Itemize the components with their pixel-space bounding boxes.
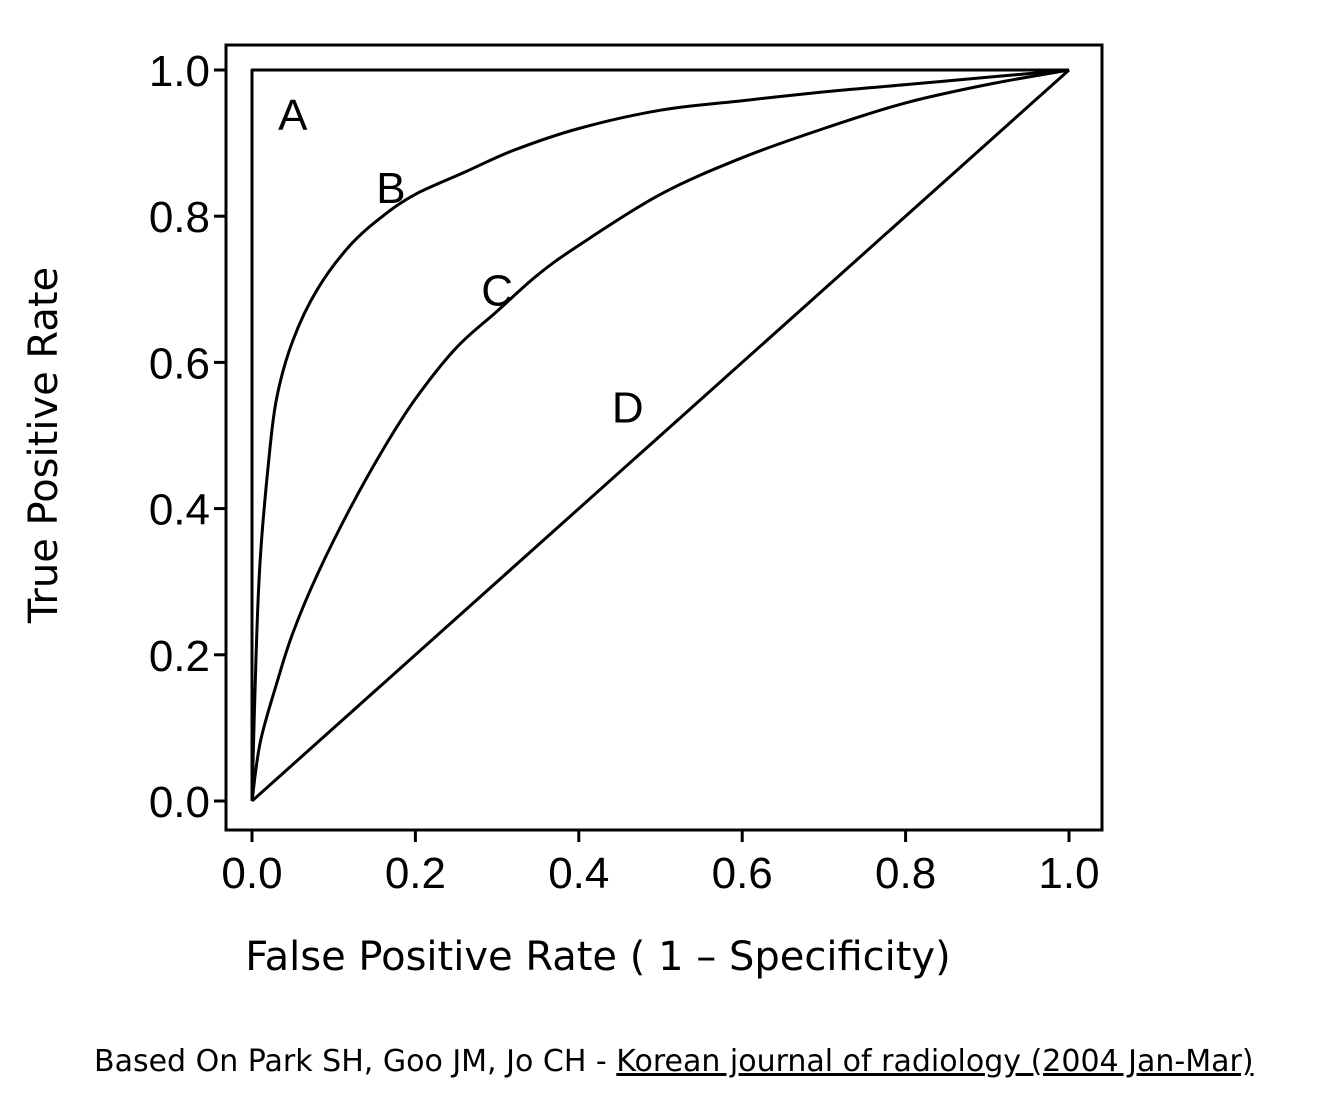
caption-prefix: Based On Park SH, Goo JM, Jo CH - (94, 1044, 617, 1079)
x-tick-label: 0.4 (548, 849, 609, 898)
y-axis-title: True Positive Rate (21, 267, 67, 624)
series-b-line (250, 68, 1070, 802)
curve-label-a: A (278, 91, 308, 140)
x-tick-label: 0.0 (221, 849, 282, 898)
curve-label-d: D (612, 383, 644, 432)
roc-chart: 0.0 0.2 0.4 0.6 0.8 1.0 0.0 0.2 0.4 0.6 0.8 1.0 A B… (21, 43, 1104, 980)
y-tick-label: 0.0 (149, 778, 210, 827)
curve-labels: A B C D (278, 91, 644, 432)
source-link[interactable]: Korean journal of radiology (2004 Jan-Ma… (616, 1044, 1254, 1079)
y-tick-label: 0.4 (149, 486, 210, 535)
y-tick-label: 0.6 (149, 339, 210, 388)
x-tick-label: 0.6 (712, 849, 773, 898)
series-c-line (250, 68, 1070, 802)
x-axis: 0.0 0.2 0.4 0.6 0.8 1.0 (221, 830, 1100, 898)
series-layer (250, 68, 1071, 803)
curve-label-c: C (481, 266, 513, 315)
y-tick-label: 1.0 (149, 47, 210, 96)
plot-frame (224, 43, 1104, 832)
series-d-line (250, 68, 1071, 803)
x-axis-title: False Positive Rate ( 1 – Specificity) (245, 934, 950, 980)
source-caption: Based On Park SH, Goo JM, Jo CH - Korean… (94, 1044, 1254, 1079)
curve-label-b: B (376, 164, 405, 213)
x-tick-label: 1.0 (1038, 849, 1099, 898)
x-tick-label: 0.8 (875, 849, 936, 898)
x-tick-label: 0.2 (385, 849, 446, 898)
series-a-line (250, 68, 1069, 801)
y-tick-label: 0.2 (149, 632, 210, 681)
y-axis: 0.0 0.2 0.4 0.6 0.8 1.0 (149, 47, 226, 827)
y-tick-label: 0.8 (149, 193, 210, 242)
